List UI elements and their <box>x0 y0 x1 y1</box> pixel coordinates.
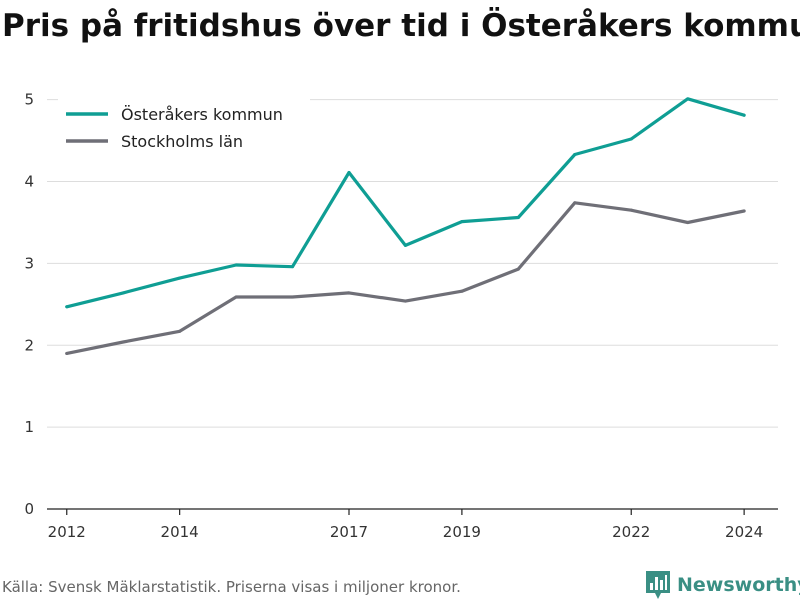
line-chart: 0 1 2 3 4 5 2012 2014 2017 2019 2022 2024 Österåker… <box>24 91 778 541</box>
data-point <box>629 208 633 212</box>
data-point <box>403 299 407 303</box>
data-point <box>65 305 69 309</box>
data-point <box>234 263 238 267</box>
x-tick-label: 2019 <box>443 523 481 541</box>
data-point <box>234 295 238 299</box>
data-point <box>291 265 295 269</box>
data-point <box>178 276 182 280</box>
legend-label: Stockholms län <box>121 132 243 151</box>
legend-background <box>58 99 310 159</box>
x-tick-label: 2017 <box>330 523 368 541</box>
gridlines <box>47 99 778 428</box>
brand-name: Newsworthy <box>677 574 800 596</box>
data-point <box>121 291 125 295</box>
brand-logo: Newsworthy <box>646 570 800 600</box>
data-point <box>742 209 746 213</box>
y-tick-label: 5 <box>24 91 34 109</box>
data-point <box>178 329 182 333</box>
y-tick-label: 2 <box>24 336 34 354</box>
data-point <box>121 340 125 344</box>
data-point <box>516 267 520 271</box>
legend: Österåkers kommun Stockholms län <box>58 99 310 159</box>
newsworthy-logo-icon <box>646 571 670 599</box>
y-tick-label: 4 <box>24 173 34 191</box>
y-tick-label: 0 <box>24 500 34 518</box>
data-point <box>573 153 577 157</box>
data-point <box>65 351 69 355</box>
data-point <box>347 291 351 295</box>
chart-title: Pris på fritidshus över tid i Österåkers… <box>2 8 800 44</box>
series-lines <box>65 97 746 355</box>
x-tick-label: 2024 <box>725 523 763 541</box>
data-point <box>291 295 295 299</box>
data-point <box>742 113 746 117</box>
data-point <box>516 216 520 220</box>
data-point <box>460 220 464 224</box>
data-point <box>347 171 351 175</box>
series-line-1 <box>65 201 746 355</box>
y-tick-label: 3 <box>24 254 34 272</box>
x-tick-label: 2012 <box>48 523 86 541</box>
data-point <box>686 97 690 101</box>
axes: 0 1 2 3 4 5 2012 2014 2017 2019 2022 2024 <box>24 91 778 541</box>
legend-label: Österåkers kommun <box>121 105 283 124</box>
data-point <box>573 201 577 205</box>
data-point <box>403 243 407 247</box>
y-tick-label: 1 <box>24 418 34 436</box>
data-point <box>629 137 633 141</box>
source-note: Källa: Svensk Mäklarstatistik. Priserna … <box>2 578 461 596</box>
x-tick-label: 2014 <box>161 523 199 541</box>
data-point <box>460 289 464 293</box>
data-point <box>686 220 690 224</box>
x-tick-label: 2022 <box>612 523 650 541</box>
